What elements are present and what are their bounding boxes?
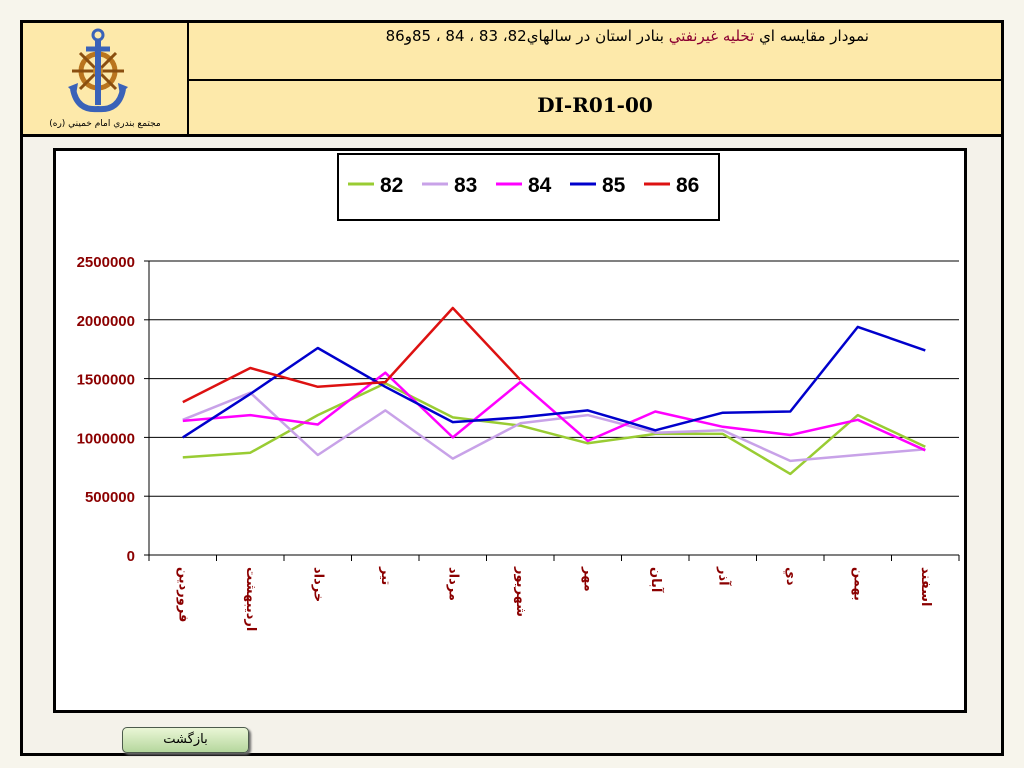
anchor-ship-wheel-logo-icon	[68, 28, 128, 113]
legend-label-82: 82	[380, 174, 403, 197]
x-tick-label: خرداد	[310, 567, 325, 602]
x-tick-label: آبان	[648, 567, 665, 593]
legend-label-86: 86	[676, 174, 699, 197]
y-tick-label: 0	[127, 548, 135, 565]
x-tick-label: آذر	[715, 566, 732, 586]
legend-label-83: 83	[454, 174, 477, 197]
legend-box	[337, 153, 720, 221]
header: مجتمع بندري امام خميني (ره) نمودار مقایس…	[23, 23, 1001, 137]
organization-name: مجتمع بندري امام خميني (ره)	[49, 119, 161, 129]
chart-panel: 0 500000 1000000 1500000 2000000 2500000 فرورد…	[53, 148, 967, 713]
x-tick-label: دي	[783, 567, 798, 586]
series-line-83	[182, 391, 926, 463]
series-line-85	[182, 325, 926, 439]
page-title: نمودار مقایسه اي تخلیه غیرنفتي بنادر است…	[386, 27, 869, 45]
y-tick-label: 1500000	[77, 372, 135, 389]
series-line-82	[182, 382, 926, 476]
x-tick-label: مرداد	[445, 567, 460, 601]
x-tick-label: مهر	[580, 566, 595, 592]
back-button[interactable]: بازگشت	[122, 727, 249, 753]
title-suffix: بنادر استان در سالهاي82، 83 ، 84 ، 85و86	[385, 27, 669, 45]
x-tick-label: اسفند	[918, 567, 933, 606]
legend-label-84: 84	[528, 174, 552, 197]
x-tick-label: شهريور	[513, 566, 528, 617]
title-row: نمودار مقایسه اي تخلیه غیرنفتي بنادر است…	[189, 23, 1001, 81]
document-code: DI-R01-00	[537, 93, 653, 117]
title-prefix: نمودار مقایسه اي	[754, 27, 869, 45]
title-highlight: تخلیه غیرنفتي	[668, 27, 755, 45]
x-tick-label: بهمن	[850, 567, 865, 601]
y-tick-label: 2000000	[77, 313, 135, 330]
series-line-86	[182, 306, 522, 404]
legend-label-85: 85	[602, 174, 626, 197]
line-chart: 0 500000 1000000 1500000 2000000 2500000 فرورد…	[77, 153, 960, 631]
series-line-84	[182, 371, 926, 452]
y-tick-label: 500000	[85, 489, 135, 506]
y-tick-label: 1000000	[77, 430, 135, 447]
x-tick-label: ارديبهشت	[243, 567, 258, 631]
logo-cell: مجتمع بندري امام خميني (ره)	[23, 23, 189, 134]
x-tick-label: فروردين	[175, 567, 190, 622]
x-tick-label: تير	[378, 566, 393, 585]
y-tick-label: 2500000	[77, 254, 135, 271]
